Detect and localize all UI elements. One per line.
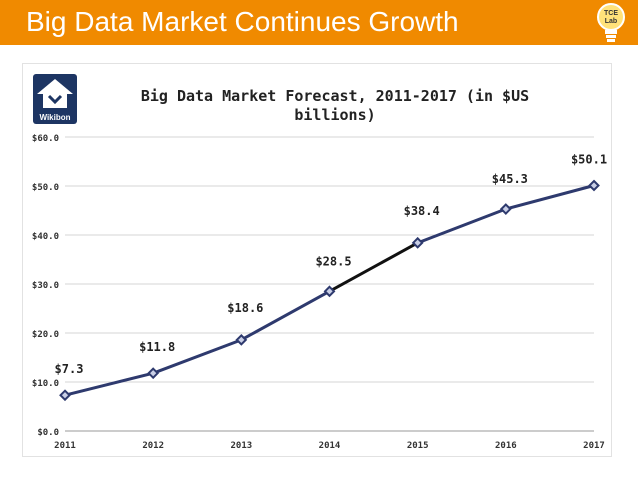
y-tick-label: $40.0 <box>32 232 59 242</box>
chart-frame: Wikibon Big Data Market Forecast, 2011-2… <box>22 63 612 457</box>
data-label-2015: $38.4 <box>404 204 440 218</box>
data-point-2016 <box>499 203 512 215</box>
y-tick-label: $0.0 <box>37 428 59 438</box>
wikibon-logo-text: Wikibon <box>39 113 70 122</box>
chart-title-line2: billions) <box>294 106 375 124</box>
data-label-2017: $50.1 <box>571 153 607 167</box>
data-point-2012 <box>147 367 160 380</box>
data-labels: $7.3 $11.8 $18.6 $28.5 $38.4 $45.3 $50.1 <box>55 153 608 377</box>
data-label-2014: $28.5 <box>315 254 351 268</box>
x-tick-label: 2015 <box>407 441 429 451</box>
wikibon-logo: Wikibon <box>33 74 77 124</box>
data-label-2013: $18.6 <box>227 301 263 315</box>
data-point-2017 <box>588 179 600 192</box>
data-label-2012: $11.8 <box>139 340 175 354</box>
chart-title-line1: Big Data Market Forecast, 2011-2017 (in … <box>141 87 529 105</box>
line-segment-2012-2013 <box>151 338 243 375</box>
y-tick-label: $30.0 <box>32 281 59 291</box>
data-point-2015 <box>411 236 424 249</box>
line-chart: Wikibon Big Data Market Forecast, 2011-2… <box>32 74 608 451</box>
series-line <box>63 184 596 397</box>
badge-text-top: TCE <box>604 10 618 17</box>
x-tick-label: 2016 <box>495 441 517 451</box>
y-tick-label: $50.0 <box>32 183 59 193</box>
badge-text-bottom: Lab <box>605 18 617 25</box>
line-segment-2011-2012 <box>63 371 155 397</box>
line-segment-2015-2016 <box>416 207 508 245</box>
data-point-2014 <box>323 285 336 298</box>
x-tick-label: 2014 <box>319 441 341 451</box>
data-markers <box>59 179 600 402</box>
y-tick-label: $20.0 <box>32 330 59 340</box>
x-tick-label: 2012 <box>142 441 164 451</box>
x-tick-label: 2013 <box>230 441 252 451</box>
data-label-2011: $7.3 <box>55 362 84 376</box>
y-tick-label: $60.0 <box>32 134 59 144</box>
x-tick-label: 2011 <box>54 441 76 451</box>
title-banner: Big Data Market Continues Growth TCE Lab <box>0 0 638 45</box>
line-segment-2013-2014 <box>239 289 331 342</box>
data-label-2016: $45.3 <box>492 172 528 186</box>
lightbulb-logo-icon: TCE Lab <box>597 3 625 42</box>
line-segment-2014-2015 <box>328 241 420 293</box>
line-segment-2016-2017 <box>504 184 596 211</box>
data-point-2011 <box>59 389 71 402</box>
axes: $0.0 $10.0 $20.0 $30.0 $40.0 $50.0 $60.0 2011 20… <box>32 134 605 451</box>
y-tick-label: $10.0 <box>32 379 59 389</box>
x-tick-label: 2017 <box>583 441 605 451</box>
slide-title: Big Data Market Continues Growth <box>26 6 459 37</box>
data-point-2013 <box>235 333 248 346</box>
